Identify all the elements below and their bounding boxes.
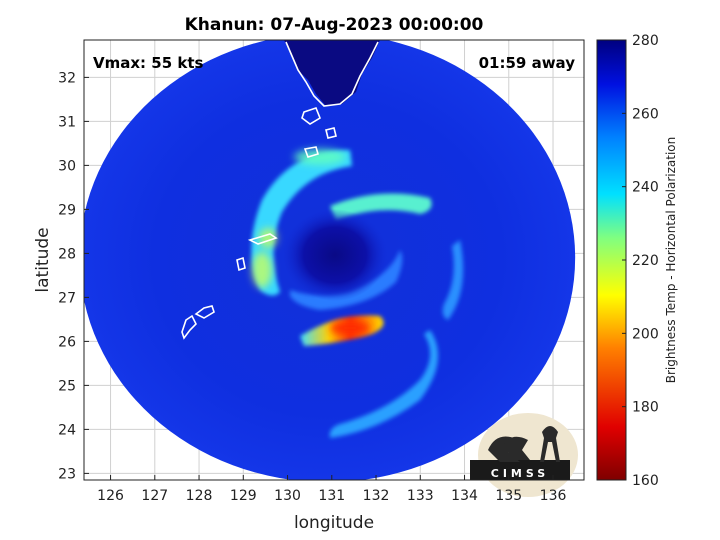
plot-border [83, 39, 585, 481]
x-tick-label: 135 [495, 488, 522, 504]
x-tick-label: 132 [363, 488, 390, 504]
coastline-island-1 [225, 43, 241, 49]
swath-layer [84, 40, 576, 480]
chart-title: Khanun: 07-Aug-2023 00:00:00 [185, 15, 484, 35]
logo-text: CIMSS [491, 467, 549, 480]
colorbar-tick-label: 160 [632, 473, 659, 489]
coastline-island-3 [325, 127, 337, 139]
colorbar-tick-label: 220 [632, 253, 659, 269]
dish-antenna-icon-2 [504, 436, 530, 460]
colorbar [596, 39, 627, 481]
coastline-island-8 [194, 305, 215, 319]
colorbar-tick-label: 260 [632, 106, 659, 122]
coastline-island-4 [303, 146, 319, 158]
x-tick-label: 134 [451, 488, 478, 504]
colorbar-label: Brightness Temp - Horizontal Polarizatio… [664, 137, 678, 384]
y-tick-label: 30 [58, 158, 76, 174]
x-tick-label: 136 [540, 488, 567, 504]
colorbar-ticks: 160 180 200 220 240 260 280 [622, 33, 659, 489]
y-tick-label: 29 [58, 202, 76, 218]
land-region [284, 40, 380, 106]
x-axis-ticks: 126 127 128 129 130 131 132 133 134 135 136 [97, 475, 566, 504]
y-tick-label: 25 [58, 378, 76, 394]
y-tick-label: 27 [58, 290, 76, 306]
storm-eye [283, 209, 387, 301]
convective-cell-hot [330, 321, 370, 335]
rainband-west [251, 150, 352, 296]
colorbar-tick-label: 200 [632, 326, 659, 342]
x-tick-label: 127 [141, 488, 168, 504]
rainband-southeast [329, 330, 438, 438]
y-axis-label: latitude [33, 227, 53, 292]
coastline-mainland [285, 41, 379, 107]
coastline-island-6 [236, 256, 246, 272]
water-tower-icon [540, 426, 560, 462]
x-axis-label: longitude [294, 513, 374, 533]
colorbar-tick-label: 180 [632, 400, 659, 416]
x-tick-label: 126 [97, 488, 124, 504]
colorbar-tick-label: 280 [632, 33, 659, 49]
coastline-island-5 [247, 233, 278, 245]
x-tick-label: 128 [186, 488, 213, 504]
x-tick-label: 131 [318, 488, 345, 504]
y-tick-label: 31 [58, 114, 76, 130]
rainband-east [442, 240, 464, 320]
x-tick-label: 130 [274, 488, 301, 504]
x-tick-label: 133 [407, 488, 434, 504]
colorbar-tick-label: 240 [632, 180, 659, 196]
y-tick-label: 32 [58, 70, 76, 86]
y-tick-label: 23 [58, 466, 76, 482]
convective-cell-north [294, 149, 346, 165]
y-axis-ticks: 23 24 25 26 27 28 29 30 31 32 [58, 70, 89, 482]
y-tick-label: 26 [58, 334, 76, 350]
y-tick-label: 28 [58, 246, 76, 262]
coastline-island-2 [301, 107, 321, 125]
coastlines [181, 41, 379, 340]
coastline-island-7 [181, 314, 197, 340]
logo-base [470, 460, 570, 480]
x-tick-label: 129 [230, 488, 257, 504]
vmax-label: Vmax: 55 kts [93, 54, 203, 72]
rainband-inner [290, 250, 403, 310]
time-away-label: 01:59 away [479, 54, 576, 72]
y-tick-label: 24 [58, 422, 76, 438]
convective-cell-west [252, 252, 272, 288]
